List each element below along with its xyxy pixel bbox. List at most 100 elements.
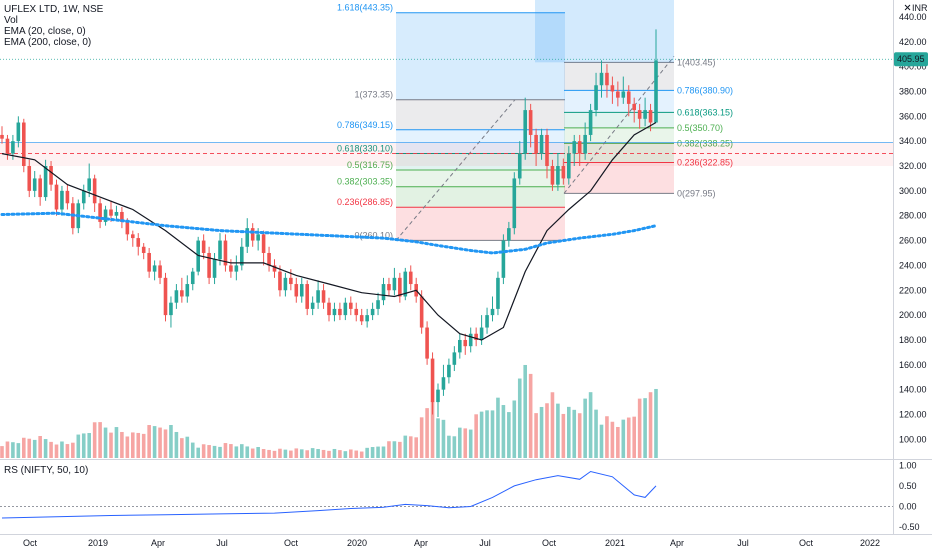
- candle-body: [392, 277, 397, 291]
- y-tick-label: 400.00: [899, 62, 927, 72]
- rs-tick-label: 0.00: [899, 501, 917, 511]
- last-price-label: 405.95: [897, 54, 925, 64]
- volume-bar: [54, 444, 59, 458]
- candle-body: [605, 72, 609, 86]
- candle-body: [447, 364, 451, 378]
- indicator-label-vol: Vol: [4, 15, 18, 26]
- candle-body: [240, 246, 244, 266]
- volume-bar: [463, 428, 468, 458]
- fib-left-label: 0.5(316.75): [347, 160, 393, 170]
- volume-bar: [185, 436, 190, 458]
- candle-body: [534, 134, 538, 154]
- candle-body: [49, 166, 53, 185]
- volume-bar: [0, 446, 4, 458]
- volume-bar: [278, 448, 282, 458]
- fib-right-label: 0.5(350.70): [677, 123, 723, 133]
- volume-bar: [22, 437, 26, 458]
- candle-body: [359, 315, 364, 322]
- candle-body: [103, 209, 108, 222]
- y-tick-label: 260.00: [899, 236, 927, 246]
- candle-body: [218, 240, 222, 260]
- volume-bar: [196, 447, 200, 458]
- volume-bar: [528, 373, 533, 458]
- volume-bar: [387, 441, 391, 458]
- volume-bar: [321, 449, 326, 458]
- volume-bar: [141, 433, 146, 458]
- volume-bar: [125, 436, 130, 458]
- projection-box: [535, 0, 674, 63]
- fib-right-label: 0.236(322.85): [677, 157, 733, 167]
- volume-bar: [147, 425, 151, 458]
- volume-bar: [583, 398, 587, 458]
- fib-left-trend: [395, 99, 516, 241]
- volume-bar: [16, 443, 21, 458]
- volume-bar: [245, 446, 250, 458]
- volume-bar: [626, 417, 631, 458]
- y-tick-label: 200.00: [899, 310, 927, 320]
- volume-bar: [496, 397, 500, 458]
- volume-bar: [654, 388, 658, 458]
- x-tick-label: Jul: [737, 538, 749, 548]
- candle-body: [577, 141, 582, 154]
- y-tick-label: 240.00: [899, 260, 927, 270]
- candle-body: [27, 166, 32, 191]
- volume-bar: [131, 432, 135, 458]
- volume-bar: [43, 439, 48, 458]
- candle-body: [507, 228, 511, 241]
- candle-body: [616, 91, 620, 98]
- volume-bar: [517, 378, 522, 458]
- volume-bar: [299, 449, 304, 458]
- fib-right-label: 1(403.45): [677, 57, 716, 67]
- candle-body: [654, 60, 658, 123]
- fib-left-zone: [396, 207, 565, 241]
- candle-body: [152, 265, 157, 272]
- volume-bar: [572, 409, 577, 458]
- resistance-band: [0, 142, 893, 167]
- candle-body: [512, 178, 517, 229]
- candle-body: [354, 308, 359, 316]
- candle-body: [349, 302, 353, 309]
- candle-body: [272, 265, 277, 272]
- volume-bar: [458, 427, 462, 458]
- fib-right-label: 0.382(338.25): [677, 138, 733, 148]
- candle-body: [207, 252, 211, 278]
- candle-body: [528, 110, 533, 135]
- volume-bar: [616, 426, 620, 458]
- volume-bar: [343, 451, 348, 458]
- fib-left-zone: [396, 153, 565, 171]
- candle-body: [11, 141, 15, 154]
- y-tick-label: 320.00: [899, 161, 927, 171]
- volume-bar: [490, 410, 495, 458]
- rs-line: [1, 470, 657, 519]
- volume-bar: [398, 441, 402, 458]
- volume-bar: [289, 450, 293, 458]
- fib-right-trend: [563, 56, 675, 194]
- candle-body: [567, 153, 571, 179]
- candle-body: [599, 72, 604, 86]
- volume-bar: [436, 418, 440, 458]
- candle-body: [556, 166, 560, 185]
- candle-body: [403, 271, 408, 297]
- volume-bar: [212, 445, 217, 458]
- candle-body: [468, 333, 473, 347]
- x-tick-label: Oct: [542, 538, 557, 548]
- fib-left-zone: [396, 99, 565, 130]
- x-tick-label: Apr: [670, 538, 684, 548]
- fib-left-zone: [396, 186, 565, 208]
- volume-bar: [567, 406, 571, 458]
- candle-body: [332, 308, 337, 316]
- candle-body: [539, 134, 544, 154]
- volume-bar: [501, 405, 506, 458]
- y-tick-label: 180.00: [899, 335, 927, 345]
- y-tick-label: 360.00: [899, 111, 927, 121]
- candle-body: [125, 221, 130, 235]
- fib-right-label: 0.618(363.15): [677, 107, 733, 117]
- candle-body: [408, 271, 413, 285]
- candle-body: [338, 308, 342, 316]
- volume-bar: [447, 435, 451, 458]
- fib-left-label: 0.618(330.10): [337, 143, 393, 153]
- volume-bar: [338, 450, 342, 458]
- candle-body: [190, 271, 195, 285]
